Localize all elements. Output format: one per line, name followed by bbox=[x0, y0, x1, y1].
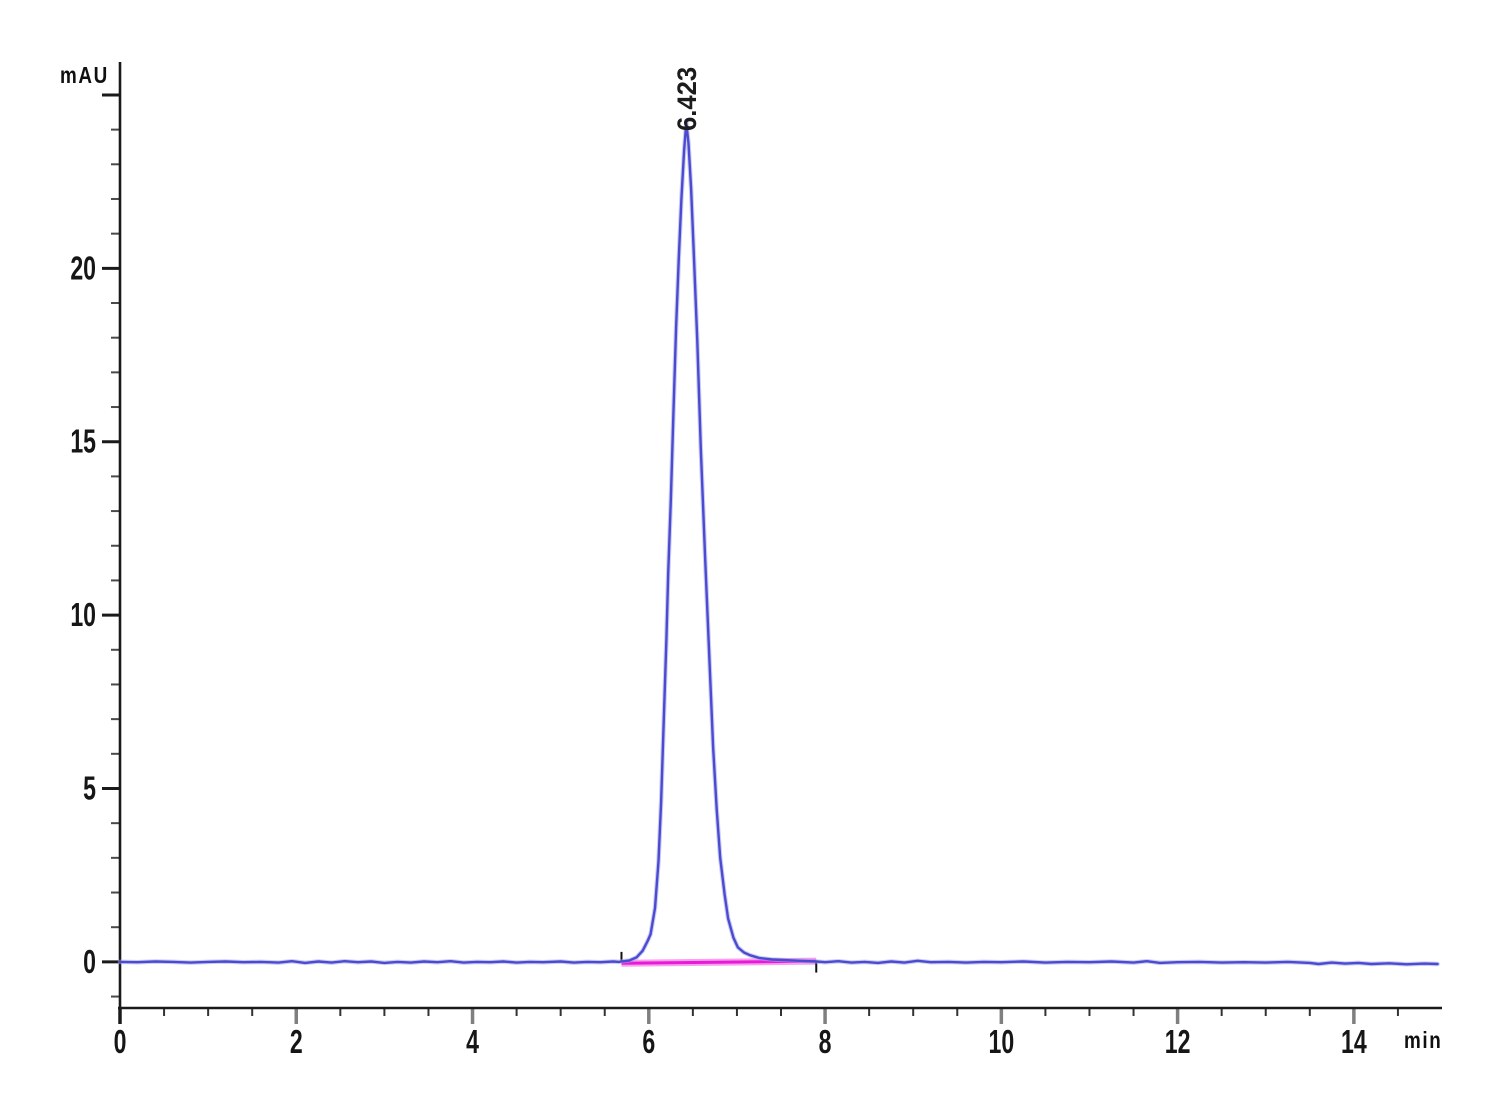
y-axis-unit-label: mAU bbox=[60, 62, 109, 88]
y-tick-label: 10 bbox=[70, 597, 96, 634]
y-tick-label: 15 bbox=[70, 424, 96, 461]
x-tick-label: 14 bbox=[1341, 1024, 1367, 1061]
signal-trace-glow bbox=[117, 120, 1440, 967]
x-tick-label: 2 bbox=[290, 1024, 303, 1061]
x-tick-label: 10 bbox=[988, 1024, 1014, 1061]
x-tick-label: 8 bbox=[819, 1024, 832, 1061]
y-tick-label: 5 bbox=[83, 771, 96, 808]
signal-trace bbox=[118, 121, 1439, 966]
x-axis-unit-label: min bbox=[1404, 1027, 1443, 1053]
x-tick-label: 4 bbox=[466, 1024, 479, 1061]
peak-retention-time-label: 6.423 bbox=[672, 66, 702, 131]
x-tick-label: 0 bbox=[114, 1024, 127, 1061]
x-tick-label: 6 bbox=[642, 1024, 655, 1061]
y-tick-label: 0 bbox=[83, 944, 96, 981]
y-tick-label: 20 bbox=[70, 250, 96, 287]
x-tick-label: 12 bbox=[1165, 1024, 1191, 1061]
